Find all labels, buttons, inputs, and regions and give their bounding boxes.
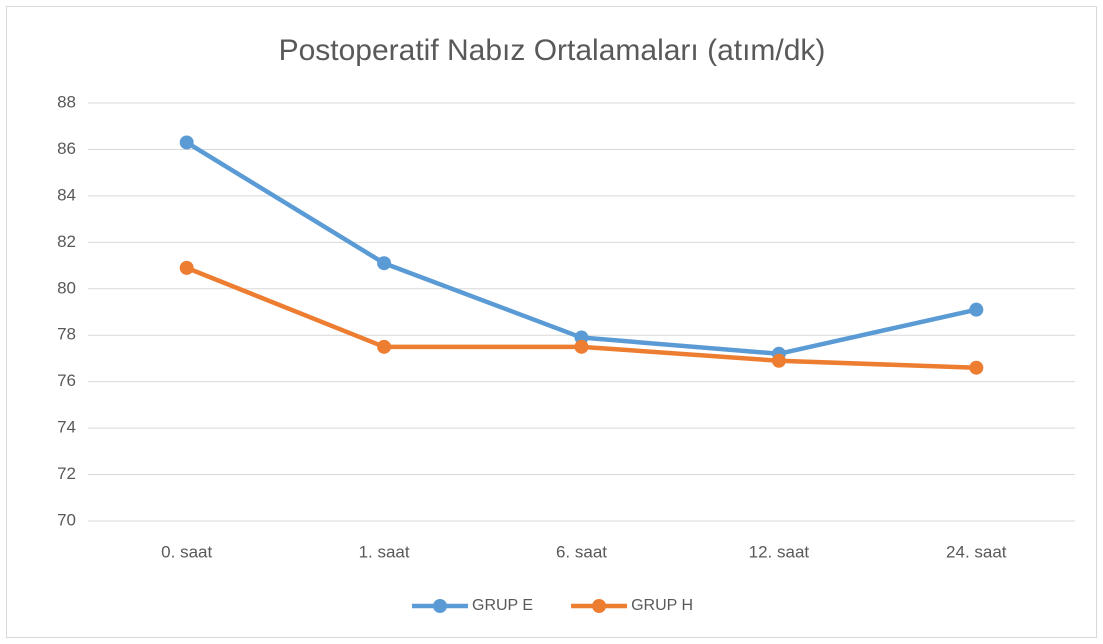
x-tick-label: 12. saat: [749, 542, 810, 561]
y-tick-label: 88: [57, 92, 76, 111]
data-point: [574, 339, 589, 354]
x-tick-label: 24. saat: [946, 542, 1007, 561]
legend-label: GRUP E: [472, 597, 533, 614]
y-tick-label: 78: [57, 325, 76, 344]
y-tick-label: 80: [57, 278, 76, 297]
data-point: [771, 353, 786, 368]
legend-marker: [592, 599, 607, 613]
y-tick-label: 74: [57, 418, 76, 437]
data-point: [969, 302, 984, 317]
legend-marker: [433, 599, 447, 613]
y-tick-label: 72: [57, 464, 76, 483]
y-tick-label: 82: [57, 232, 76, 251]
y-tick-label: 84: [57, 185, 76, 204]
chart-title: Postoperatif Nabız Ortalamaları (atım/dk…: [279, 34, 826, 67]
data-point: [969, 360, 984, 375]
y-tick-label: 70: [57, 510, 76, 529]
x-tick-label: 1. saat: [359, 542, 410, 561]
data-point: [179, 135, 194, 150]
y-tick-label: 86: [57, 139, 76, 158]
y-tick-label: 76: [57, 371, 76, 390]
data-point: [179, 260, 194, 275]
x-tick-label: 0. saat: [161, 542, 212, 561]
legend-label: GRUP H: [631, 597, 693, 614]
data-point: [377, 256, 392, 271]
data-point: [377, 339, 392, 354]
x-tick-label: 6. saat: [556, 542, 607, 561]
